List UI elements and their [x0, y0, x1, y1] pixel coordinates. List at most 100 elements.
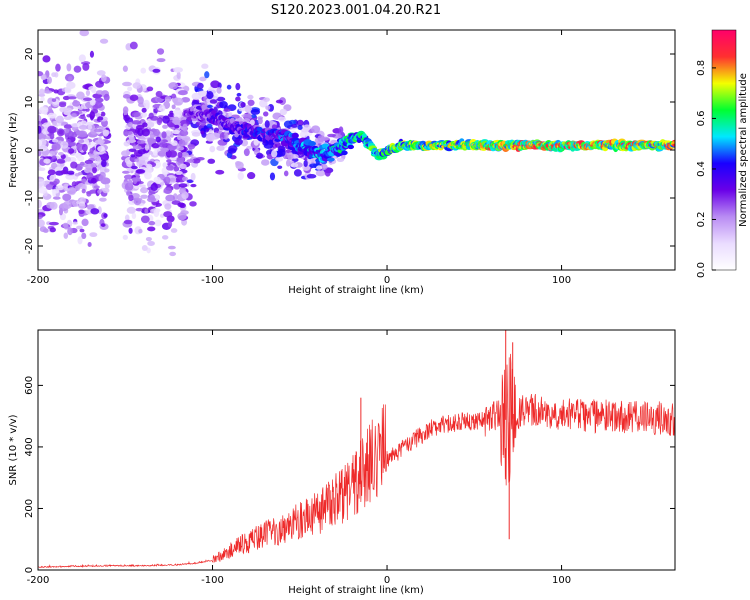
- spectrogram-cell: [60, 169, 68, 175]
- spectrogram-cell: [205, 133, 216, 142]
- spectrogram-cell: [173, 165, 180, 172]
- spectrogram-cell: [162, 200, 172, 205]
- spectrogram-cell: [97, 136, 103, 145]
- spectrogram-cell: [38, 199, 42, 209]
- spectrogram-cell: [238, 107, 246, 112]
- spectrogram-cell: [201, 63, 209, 69]
- spectrogram-ridge-core: [672, 143, 675, 147]
- spectrogram-cell: [42, 55, 51, 63]
- spectrogram-cell: [140, 112, 148, 118]
- spectrogram-cell: [278, 116, 287, 122]
- spectrogram-cell: [63, 116, 72, 121]
- spectrogram-cell: [155, 90, 163, 98]
- snr-line: [38, 353, 675, 569]
- spectrogram-cell: [173, 97, 184, 106]
- spectrogram-cell: [43, 158, 51, 164]
- spectrogram-y-tick-label: -20: [24, 238, 35, 254]
- spectrogram-cell: [100, 111, 106, 117]
- spectrogram-cell: [209, 99, 218, 104]
- spectrogram-cell: [250, 109, 261, 115]
- spectrogram-cell: [127, 86, 133, 92]
- spectrogram-cell: [180, 135, 191, 141]
- spectrogram-cell: [78, 54, 86, 63]
- spectrogram-cell: [71, 153, 80, 157]
- spectrogram-cell: [147, 240, 155, 246]
- spectrogram-cell: [206, 123, 213, 129]
- spectrogram-cell: [173, 183, 181, 190]
- spectrogram-cell: [179, 163, 187, 170]
- spectrogram-cell: [206, 91, 214, 100]
- spectrogram-cell: [81, 188, 86, 194]
- spectrogram-cell: [287, 152, 294, 161]
- spectrogram-cell: [204, 71, 210, 79]
- spectrogram-cell: [51, 155, 57, 160]
- colorbar-tick-label: 0.8: [696, 60, 707, 76]
- spectrogram-cell: [138, 156, 149, 161]
- spectrogram-cell: [247, 99, 255, 106]
- spectrogram-cell: [234, 138, 243, 146]
- spectrogram-cell: [49, 227, 56, 233]
- spectrogram-cell: [159, 142, 167, 148]
- spectrogram-cell: [64, 86, 72, 94]
- spectrogram-cell: [327, 133, 336, 138]
- colorbar-frame: [711, 29, 737, 271]
- spectrogram-cell: [228, 112, 233, 117]
- spectrogram-cell: [177, 151, 183, 158]
- spectrogram-heat: [38, 30, 675, 257]
- spectrogram-cell: [152, 150, 158, 156]
- spectrogram-cell: [47, 105, 53, 114]
- spectrogram-cell: [247, 94, 254, 100]
- spectrogram-cell: [148, 221, 156, 226]
- spectrogram-cell: [122, 81, 132, 87]
- spectrogram-cell: [92, 166, 97, 174]
- spectrogram-cell: [136, 139, 146, 145]
- spectrogram-cell: [73, 65, 82, 73]
- spectrogram-cell: [207, 158, 216, 164]
- spectrogram-cell: [176, 71, 181, 80]
- spectrogram-cell: [75, 130, 85, 136]
- spectrogram-cell: [247, 172, 256, 180]
- spectrogram-cell: [235, 96, 241, 102]
- spectrogram-cell: [190, 172, 196, 181]
- spectrogram-cell: [146, 86, 154, 92]
- spectrogram-cell: [290, 162, 299, 168]
- spectrogram-cell: [235, 82, 241, 91]
- spectrogram-cell: [122, 106, 129, 114]
- spectrogram-cell: [132, 145, 142, 150]
- spectrogram-cell: [55, 63, 61, 72]
- spectrogram-cell: [124, 214, 130, 222]
- spectrogram-ridge-cell: [291, 132, 299, 139]
- spectrogram-cell: [151, 142, 160, 149]
- snr-x-tick-label: -200: [27, 575, 50, 586]
- spectrogram-ridge-cell: [341, 150, 348, 156]
- spectrogram-cell: [89, 147, 94, 154]
- spectrogram-cell: [163, 211, 173, 218]
- spectrogram-cell: [68, 148, 75, 154]
- spectrogram-cell: [90, 177, 97, 184]
- spectrogram-cell: [122, 170, 130, 174]
- spectrogram-cell: [191, 131, 201, 137]
- spectrogram-cell: [104, 183, 110, 189]
- spectrogram-cell: [277, 148, 286, 157]
- spectrogram-cell: [293, 169, 302, 177]
- spectrogram-cell: [47, 76, 52, 85]
- spectrogram-cell: [244, 104, 253, 113]
- spectrogram-cell: [71, 113, 77, 118]
- spectrogram-cell: [311, 125, 321, 134]
- spectrogram-cell: [251, 114, 257, 119]
- spectrogram-cell: [162, 115, 170, 124]
- spectrogram-cell: [197, 82, 204, 90]
- spectrogram-cell: [99, 197, 107, 202]
- spectrogram-cell: [81, 218, 89, 227]
- spectrogram-cell: [283, 170, 289, 177]
- spectrogram-cell: [263, 111, 269, 117]
- spectrogram-cell: [123, 141, 131, 147]
- spectrogram-cell: [128, 136, 135, 144]
- spectrogram-cell: [200, 130, 205, 135]
- spectrogram-cell: [59, 101, 67, 105]
- spectrogram-cell: [159, 213, 165, 218]
- spectrogram-cell: [87, 125, 93, 130]
- spectrogram-cell: [79, 228, 85, 233]
- spectrogram-cell: [38, 187, 48, 194]
- spectrogram-cell: [62, 95, 70, 101]
